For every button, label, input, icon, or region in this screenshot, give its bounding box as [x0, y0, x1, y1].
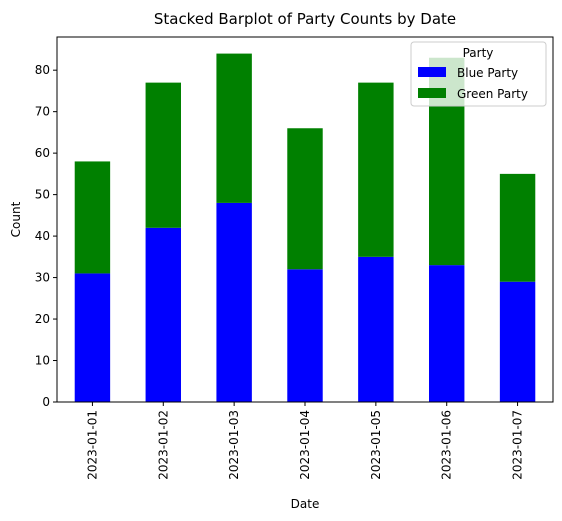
bar-blue-party-2023-01-05	[358, 256, 394, 402]
y-tick-label: 0	[42, 395, 50, 409]
bar-blue-party-2023-01-07	[499, 281, 536, 402]
x-tick-label: 2023-01-05	[369, 410, 383, 480]
x-tick-label: 2023-01-01	[85, 410, 99, 480]
y-tick-label: 70	[35, 105, 50, 119]
x-tick-label: 2023-01-04	[298, 410, 312, 480]
y-axis-label: Count	[9, 201, 23, 237]
bar-green-party-2023-01-01	[74, 161, 111, 274]
legend-swatch-green-party	[418, 88, 446, 98]
bar-blue-party-2023-01-03	[216, 202, 252, 402]
x-tick-label: 2023-01-03	[227, 410, 241, 480]
y-axis: 0 10 20 30 40 50 60 70 80	[35, 63, 57, 409]
legend-label-blue-party: Blue Party	[457, 66, 518, 80]
bars-group	[74, 53, 536, 402]
y-tick-label: 80	[35, 63, 50, 77]
bar-green-party-2023-01-03	[216, 53, 252, 203]
y-tick-label: 20	[35, 312, 50, 326]
legend: Party Blue Party Green Party	[410, 41, 547, 107]
y-tick-label: 30	[35, 271, 50, 285]
y-tick-label: 10	[35, 354, 50, 368]
y-tick-label: 40	[35, 229, 50, 243]
x-axis-label: Date	[291, 497, 320, 511]
legend-swatch-blue-party	[418, 67, 446, 77]
y-tick-label: 50	[35, 188, 50, 202]
x-tick-label: 2023-01-07	[511, 410, 525, 480]
bar-green-party-2023-01-05	[358, 82, 394, 257]
bar-green-party-2023-01-07	[499, 173, 536, 282]
y-tick-label: 60	[35, 146, 50, 160]
x-tick-label: 2023-01-06	[440, 410, 454, 480]
bar-blue-party-2023-01-02	[145, 227, 181, 402]
bar-green-party-2023-01-04	[287, 128, 323, 270]
legend-title: Party	[463, 46, 494, 60]
legend-label-green-party: Green Party	[457, 87, 528, 101]
bar-blue-party-2023-01-04	[287, 269, 323, 402]
bar-blue-party-2023-01-06	[429, 265, 465, 402]
x-tick-label: 2023-01-02	[156, 410, 170, 480]
bar-blue-party-2023-01-01	[74, 273, 111, 402]
chart-title: Stacked Barplot of Party Counts by Date	[154, 10, 456, 28]
bar-green-party-2023-01-02	[145, 82, 181, 228]
x-axis: 2023-01-01 2023-01-02 2023-01-03 2023-01-04…	[85, 402, 525, 480]
